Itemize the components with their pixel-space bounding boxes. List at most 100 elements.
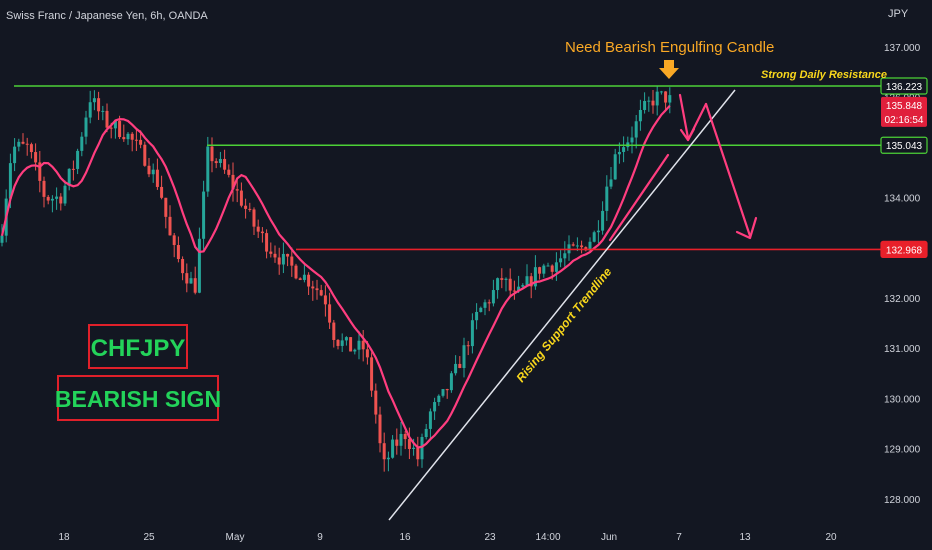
- candle-body: [71, 168, 75, 170]
- candle-body: [172, 235, 176, 246]
- candle-body: [130, 133, 134, 140]
- candle-body: [655, 91, 659, 106]
- candle-body: [525, 276, 529, 286]
- candle-body: [223, 158, 227, 170]
- candle-body: [181, 259, 185, 274]
- candle-body: [328, 304, 332, 323]
- candle-body: [197, 238, 201, 293]
- candle-body: [46, 196, 50, 201]
- candle-body: [319, 290, 323, 296]
- candle-body: [613, 154, 617, 180]
- candle-body: [13, 146, 17, 164]
- candle-body: [504, 278, 508, 280]
- x-tick-label: 25: [143, 532, 155, 543]
- candle-body: [84, 117, 88, 137]
- candle-body: [227, 169, 231, 175]
- candle-body: [206, 146, 210, 192]
- candle-body: [403, 433, 407, 440]
- candle-body: [8, 163, 12, 199]
- rising-support-trendline: [388, 89, 736, 521]
- currency-label: JPY: [888, 8, 909, 20]
- candle-body: [185, 273, 189, 284]
- candle-body: [218, 158, 222, 164]
- x-tick-label: 18: [58, 532, 70, 543]
- candle-body: [294, 265, 298, 279]
- x-tick-label: 23: [484, 532, 496, 543]
- price-tag-label: 136.223: [886, 82, 923, 93]
- candle-body: [239, 190, 243, 206]
- candle-body: [601, 210, 605, 231]
- candle-body: [38, 162, 42, 181]
- candle-body: [605, 186, 609, 211]
- candle-body: [420, 437, 424, 460]
- moving-average-line: [0, 104, 671, 449]
- candle-body: [164, 197, 168, 217]
- candle-body: [391, 439, 395, 458]
- candle-body: [214, 161, 218, 164]
- forecast-drop-2: [704, 102, 752, 238]
- annotation-title: Need Bearish Engulfing Candle: [565, 39, 774, 56]
- candle-body: [407, 439, 411, 449]
- candle-body: [336, 339, 340, 346]
- candle-body: [374, 390, 378, 415]
- candle-body: [50, 198, 54, 201]
- candle-body: [244, 205, 248, 209]
- candle-body: [664, 91, 668, 103]
- candles-layer: [0, 85, 672, 472]
- candle-body: [109, 127, 113, 129]
- candle-body: [659, 91, 663, 93]
- y-tick-label: 131.000: [884, 344, 921, 355]
- candle-body: [17, 141, 21, 147]
- candle-body: [286, 253, 290, 257]
- candle-body: [617, 151, 621, 155]
- x-axis-ticks: 18 25 May 9 16 23 14:00 Jun 7 13 20: [58, 532, 837, 543]
- candle-body: [63, 185, 67, 204]
- candle-body: [143, 144, 147, 166]
- candle-body: [349, 337, 353, 352]
- y-tick-label: 132.000: [884, 294, 921, 305]
- candle-body: [500, 278, 504, 280]
- candle-body: [298, 278, 302, 280]
- candle-body: [34, 152, 38, 163]
- y-tick-label: 130.000: [884, 394, 921, 405]
- candle-body: [538, 267, 542, 274]
- candle-body: [361, 340, 365, 350]
- x-tick-label: May: [226, 532, 245, 543]
- candle-body: [353, 349, 357, 352]
- x-tick-label: 7: [676, 532, 682, 543]
- candle-body: [643, 100, 647, 110]
- candle-body: [256, 226, 260, 232]
- candle-body: [668, 95, 672, 103]
- candle-body: [210, 146, 214, 162]
- candle-body: [546, 265, 550, 267]
- candle-body: [424, 428, 428, 438]
- candle-body: [479, 307, 483, 312]
- candle-body: [437, 395, 441, 403]
- candle-body: [315, 288, 319, 291]
- forecast-drop-1: [678, 93, 690, 140]
- chart-title-symbol: Swiss Franc / Japanese Yen, 6h, OANDA: [6, 10, 208, 22]
- x-tick-label: 9: [317, 532, 323, 543]
- current-price-tag: [881, 96, 927, 127]
- candle-body: [42, 180, 46, 197]
- candle-body: [269, 251, 273, 254]
- price-tag-box: [880, 136, 928, 154]
- candle-body: [248, 208, 252, 210]
- candle-body: [0, 235, 4, 243]
- candle-body: [634, 121, 638, 138]
- candle-body: [134, 139, 138, 141]
- x-tick-label: Jun: [601, 532, 617, 543]
- y-tick-label: 137.000: [884, 43, 921, 54]
- candle-body: [231, 174, 235, 190]
- candle-body: [97, 98, 101, 112]
- candle-body: [277, 257, 281, 265]
- candle-body: [273, 253, 277, 258]
- candle-body: [265, 233, 269, 252]
- candle-body: [332, 322, 336, 340]
- candle-body: [155, 169, 159, 187]
- candle-body: [113, 120, 117, 129]
- candle-body: [496, 278, 500, 291]
- candle-body: [311, 286, 315, 289]
- ma-projection-line: [608, 153, 670, 242]
